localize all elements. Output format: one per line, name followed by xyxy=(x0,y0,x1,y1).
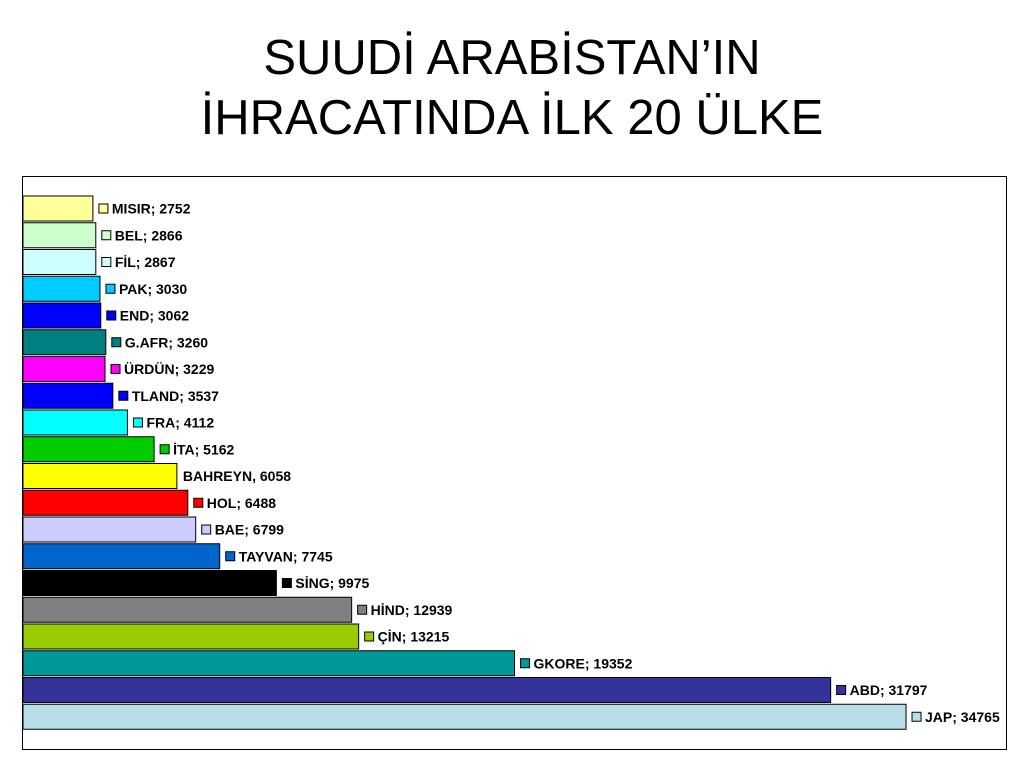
data-label-jap: JAP; 34765 xyxy=(925,709,1000,725)
data-label-gkore: GKORE; 19352 xyxy=(534,655,633,671)
bar-abd xyxy=(23,677,832,703)
legend-key-urdun xyxy=(110,364,121,374)
data-label-bae: BAE; 6799 xyxy=(215,522,284,538)
legend-key-cin xyxy=(364,631,375,642)
bar-end xyxy=(23,302,102,329)
bar-misir xyxy=(23,195,94,222)
bar-urdun xyxy=(23,356,106,382)
bar-ita xyxy=(23,436,155,463)
legend-key-hind xyxy=(357,604,368,615)
legend-key-abd xyxy=(836,685,847,695)
bar-tland xyxy=(23,382,114,409)
legend-key-tland xyxy=(118,390,129,401)
legend-key-misir xyxy=(98,203,109,214)
bar-chart: MISIR; 2752 BEL; 2866 FİL; 2867 PAK; 3030 EN… xyxy=(23,195,1000,730)
data-label-cin: ÇİN; 13215 xyxy=(378,629,450,645)
data-label-fil: FİL; 2867 xyxy=(115,254,176,270)
page-title: SUUDİ ARABİSTAN’IN İHRACATINDA İLK 20 ÜL… xyxy=(0,28,1024,148)
data-label-urdun: ÜRDÜN; 3229 xyxy=(124,361,214,377)
legend-key-tayvan xyxy=(225,551,236,562)
bar-tayvan xyxy=(23,543,221,570)
bar-fra xyxy=(23,409,128,436)
data-label-hol: HOL; 6488 xyxy=(207,495,276,511)
bar-jap xyxy=(23,703,907,730)
legend-key-jap xyxy=(911,711,922,722)
bar-bel xyxy=(23,222,97,249)
data-label-fra: FRA; 4112 xyxy=(146,415,214,431)
legend-key-bel xyxy=(101,230,112,241)
title-line-1: SUUDİ ARABİSTAN’IN xyxy=(263,31,761,85)
legend-key-sing xyxy=(281,578,292,588)
data-label-tland: TLAND; 3537 xyxy=(132,388,219,404)
data-label-ita: İTA; 5162 xyxy=(173,441,234,457)
bar-pak xyxy=(23,275,101,302)
data-label-tayvan: TAYVAN; 7745 xyxy=(239,548,333,564)
bar-bae xyxy=(23,516,197,543)
data-label-bel: BEL; 2866 xyxy=(115,227,183,243)
bar-hind xyxy=(23,596,353,623)
bar-fil xyxy=(23,249,97,275)
bar-sing xyxy=(23,570,277,596)
legend-key-fil xyxy=(101,257,112,267)
data-label-g-afr: G.AFR; 3260 xyxy=(125,334,208,350)
legend-key-bae xyxy=(201,524,212,535)
bar-g-afr xyxy=(23,329,107,356)
legend-key-ita xyxy=(159,444,170,455)
legend-key-end xyxy=(106,310,117,321)
data-label-abd: ABD; 31797 xyxy=(850,682,928,698)
legend-key-pak xyxy=(105,283,116,294)
data-label-hind: HİND; 12939 xyxy=(371,602,453,618)
bar-hol xyxy=(23,489,189,516)
bar-bahreyn xyxy=(23,463,178,489)
chart-frame: MISIR; 2752 BEL; 2866 FİL; 2867 PAK; 3030 EN… xyxy=(22,176,1007,750)
legend-key-g-afr xyxy=(111,337,122,348)
data-label-sing: SİNG; 9975 xyxy=(295,575,369,591)
legend-key-gkore xyxy=(520,658,531,669)
legend-key-hol xyxy=(193,497,204,508)
title-line-2: İHRACATINDA İLK 20 ÜLKE xyxy=(200,91,824,145)
data-label-end: END; 3062 xyxy=(120,308,189,324)
data-label-misir: MISIR; 2752 xyxy=(112,201,191,217)
data-label-pak: PAK; 3030 xyxy=(119,281,187,297)
bar-cin xyxy=(23,623,360,650)
legend-key-fra xyxy=(132,417,143,428)
data-label-bahreyn: BAHREYN, 6058 xyxy=(183,468,291,484)
bar-gkore xyxy=(23,650,516,677)
